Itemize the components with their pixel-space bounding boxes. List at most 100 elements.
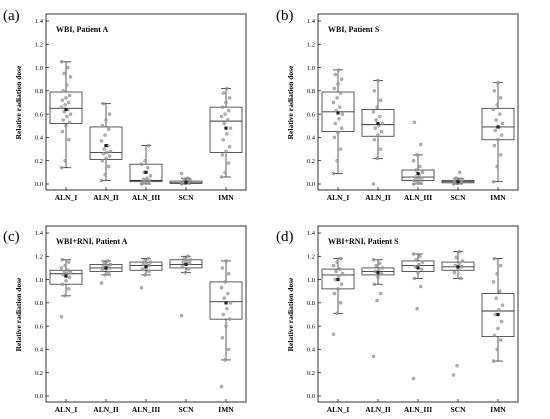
chart-title: WBI+RNI, Patient S xyxy=(328,237,399,246)
data-point xyxy=(412,120,417,125)
data-point xyxy=(497,308,501,312)
x-tick-label: ALN_II xyxy=(365,193,391,202)
mean-marker xyxy=(496,125,500,129)
data-point xyxy=(418,284,423,289)
data-point xyxy=(145,261,149,266)
data-point xyxy=(63,158,67,163)
data-point xyxy=(499,133,504,137)
data-point xyxy=(179,171,184,176)
x-tick-label: IMN xyxy=(218,405,234,414)
data-point xyxy=(219,285,224,290)
x-tick-label: SCN xyxy=(178,193,194,202)
data-point xyxy=(492,256,497,261)
y-tick-label: 1.4 xyxy=(35,18,44,25)
data-point xyxy=(375,105,379,109)
data-point xyxy=(491,179,496,184)
data-point xyxy=(188,258,193,262)
y-axis-label: Relative radiation dose xyxy=(286,277,295,351)
data-point xyxy=(332,86,337,91)
data-point xyxy=(414,258,418,262)
panel-label: (d) xyxy=(276,229,294,245)
chart-title: WBI, Patient S xyxy=(328,25,380,34)
data-point xyxy=(372,138,377,142)
data-point xyxy=(496,326,500,331)
data-point xyxy=(188,178,193,183)
y-tick-label: 0.0 xyxy=(35,181,43,188)
data-point xyxy=(62,71,66,76)
data-point xyxy=(491,359,496,363)
y-tick-label: 0.2 xyxy=(307,370,315,377)
data-point xyxy=(340,271,345,276)
data-point xyxy=(225,86,229,91)
data-point xyxy=(492,143,497,148)
data-point xyxy=(68,112,73,116)
data-point xyxy=(415,153,419,157)
data-point xyxy=(63,103,67,107)
data-point xyxy=(378,261,382,266)
data-point xyxy=(61,118,66,122)
data-point xyxy=(147,178,152,183)
y-tick-label: 0.4 xyxy=(35,135,44,142)
data-point xyxy=(143,158,147,163)
data-point xyxy=(415,181,419,185)
data-point xyxy=(186,254,190,259)
data-point xyxy=(223,112,227,116)
y-tick-label: 0.0 xyxy=(35,393,43,400)
data-point xyxy=(411,182,416,186)
data-point xyxy=(373,126,378,130)
chart-panel-3: (c) WBI+RNI, Patient A 0.0 0.2 0.4 0.6 0.8 1.0 1… xyxy=(3,225,247,414)
data-point xyxy=(378,98,383,102)
panel-label: (a) xyxy=(3,8,20,24)
y-tick-label: 1.4 xyxy=(307,230,316,237)
data-point xyxy=(376,133,380,137)
data-point xyxy=(101,151,106,156)
data-point xyxy=(102,261,106,266)
box-aln-iii xyxy=(129,143,163,186)
iqr-box xyxy=(481,107,515,141)
data-point xyxy=(67,93,72,98)
data-point xyxy=(460,177,465,182)
box-aln-ii xyxy=(89,259,123,285)
data-point xyxy=(108,262,113,267)
data-point xyxy=(185,259,189,263)
y-axis-label: Relative radiation dose xyxy=(14,65,23,139)
data-point xyxy=(221,312,226,317)
data-point xyxy=(220,153,225,157)
data-point xyxy=(106,127,111,132)
data-point xyxy=(419,176,424,180)
data-point xyxy=(67,275,72,279)
data-point xyxy=(494,296,498,300)
data-point xyxy=(411,158,416,163)
data-point xyxy=(376,78,380,83)
data-point xyxy=(64,278,68,283)
data-point xyxy=(224,100,228,105)
box-scn xyxy=(441,170,475,186)
y-tick-label: 0.4 xyxy=(307,347,316,354)
data-point xyxy=(335,158,339,163)
data-point xyxy=(66,100,71,105)
data-point xyxy=(380,266,385,270)
y-tick-label: 0.6 xyxy=(307,323,316,330)
data-point xyxy=(187,261,192,266)
data-point xyxy=(105,150,109,155)
data-point xyxy=(331,332,336,337)
y-tick-label: 0.0 xyxy=(307,181,315,188)
data-point xyxy=(107,154,112,158)
x-tick-label: ALN_I xyxy=(327,405,350,414)
data-point xyxy=(411,252,416,256)
y-tick-label: 1.0 xyxy=(307,65,315,72)
data-point xyxy=(103,273,107,277)
data-point xyxy=(412,276,417,281)
mean-marker xyxy=(456,265,460,269)
iqr-box xyxy=(89,126,123,160)
data-point xyxy=(411,376,416,381)
data-point xyxy=(146,143,151,148)
data-point xyxy=(336,131,340,135)
data-point xyxy=(498,153,503,157)
y-tick-label: 1.2 xyxy=(307,41,315,48)
box-imn xyxy=(209,259,243,389)
data-point xyxy=(336,82,340,86)
data-point xyxy=(336,287,340,291)
data-point xyxy=(226,347,231,352)
panel-label: (b) xyxy=(276,8,294,24)
